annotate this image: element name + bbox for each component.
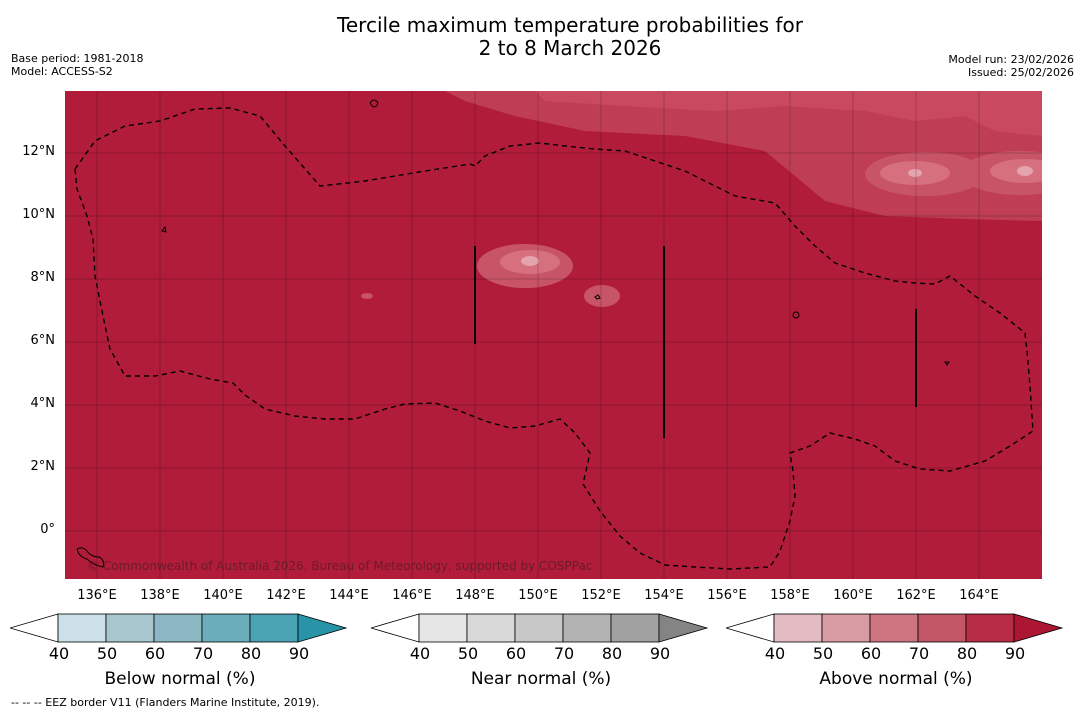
lon-label-162e: 162°E: [896, 588, 936, 603]
lat-label-12n: 12°N: [22, 144, 55, 159]
lon-label-140e: 140°E: [203, 588, 243, 603]
below-bin-70-80: [201, 613, 251, 643]
above-bin-70-80: [917, 613, 967, 643]
issued-date: Issued: 25/02/2026: [967, 66, 1074, 79]
lat-label-10n: 10°N: [22, 207, 55, 222]
lon-label-138e: 138°E: [140, 588, 180, 603]
colorbar-above: [726, 613, 1064, 643]
above-tick-80: 80: [956, 644, 978, 663]
below-over-extension: [297, 613, 348, 643]
islands: [76, 99, 950, 568]
near-bin-50-60: [466, 613, 516, 643]
lat-label-0: 0°: [40, 522, 55, 537]
above-normal-title: Above normal (%): [819, 669, 973, 689]
above-bin-60-70: [869, 613, 919, 643]
near-under-extension: [371, 613, 420, 643]
near-bin-60-70: [514, 613, 564, 643]
above-tick-40: 40: [764, 644, 786, 663]
below-tick-60: 60: [144, 644, 166, 663]
base-period: Base period: 1981-2018: [11, 52, 144, 65]
near-bin-40-50: [418, 613, 468, 643]
near-tick-60: 60: [505, 644, 527, 663]
above-under-extension: [726, 613, 775, 643]
lat-label-2n: 2°N: [30, 459, 56, 474]
below-bin-60-70: [153, 613, 203, 643]
lon-label-146e: 146°E: [392, 588, 432, 603]
below-tick-50: 50: [96, 644, 118, 663]
below-tick-40: 40: [48, 644, 70, 663]
above-over-extension: [1013, 613, 1064, 643]
lon-label-164e: 164°E: [959, 588, 999, 603]
below-tick-90: 90: [288, 644, 310, 663]
above-tick-60: 60: [860, 644, 882, 663]
above-tick-90: 90: [1004, 644, 1026, 663]
near-normal-title: Near normal (%): [470, 669, 612, 689]
lon-label-160e: 160°E: [833, 588, 873, 603]
map-copyright: © Commonwealth of Australia 2026, Bureau…: [87, 559, 592, 573]
near-over-extension: [658, 613, 709, 643]
lon-label-156e: 156°E: [707, 588, 747, 603]
probability-contours: [361, 91, 1042, 307]
meta-right: Model run: 23/02/2026 Issued: 25/02/2026: [948, 53, 1074, 79]
map-title: Tercile maximum temperature probabilitie…: [0, 14, 1085, 60]
near-tick-50: 50: [457, 644, 479, 663]
eez-footnote: -- -- -- EEZ border V11 (Flanders Marine…: [11, 696, 320, 709]
lon-label-158e: 158°E: [770, 588, 810, 603]
near-tick-40: 40: [409, 644, 431, 663]
lon-label-154e: 154°E: [644, 588, 684, 603]
below-tick-80: 80: [240, 644, 262, 663]
below-bin-50-60: [105, 613, 155, 643]
near-bin-80-90: [610, 613, 660, 643]
above-bin-50-60: [821, 613, 871, 643]
near-tick-70: 70: [553, 644, 575, 663]
above-bin-40-50: [773, 613, 823, 643]
colorbar-near: [371, 613, 709, 643]
model-run: Model run: 23/02/2026: [948, 53, 1074, 66]
above-tick-50: 50: [812, 644, 834, 663]
below-bin-80-90: [249, 613, 299, 643]
eez-border: [74, 107, 1034, 570]
near-tick-80: 80: [601, 644, 623, 663]
title-line-1: Tercile maximum temperature probabilitie…: [337, 13, 803, 37]
model-name: Model: ACCESS-S2: [11, 65, 113, 78]
lon-label-144e: 144°E: [329, 588, 369, 603]
lat-label-6n: 6°N: [30, 333, 56, 348]
near-bin-70-80: [562, 613, 612, 643]
lon-label-142e: 142°E: [266, 588, 306, 603]
colorbar-below: [10, 613, 348, 643]
below-tick-70: 70: [192, 644, 214, 663]
below-bin-40-50: [57, 613, 107, 643]
lat-label-4n: 4°N: [30, 396, 56, 411]
near-tick-90: 90: [649, 644, 671, 663]
above-bin-80-90: [965, 613, 1015, 643]
lon-label-150e: 150°E: [518, 588, 558, 603]
probability-map[interactable]: © Commonwealth of Australia 2026, Bureau…: [65, 91, 1042, 579]
lat-label-8n: 8°N: [30, 270, 56, 285]
graticule: [65, 91, 1042, 579]
lon-label-136e: 136°E: [77, 588, 117, 603]
data-artifact-lines: [474, 246, 917, 438]
lon-label-152e: 152°E: [581, 588, 621, 603]
below-normal-title: Below normal (%): [104, 669, 256, 689]
title-line-2: 2 to 8 March 2026: [478, 36, 662, 60]
below-under-extension: [10, 613, 59, 643]
above-tick-70: 70: [908, 644, 930, 663]
lon-label-148e: 148°E: [455, 588, 495, 603]
meta-left: Base period: 1981-2018 Model: ACCESS-S2: [11, 52, 143, 78]
